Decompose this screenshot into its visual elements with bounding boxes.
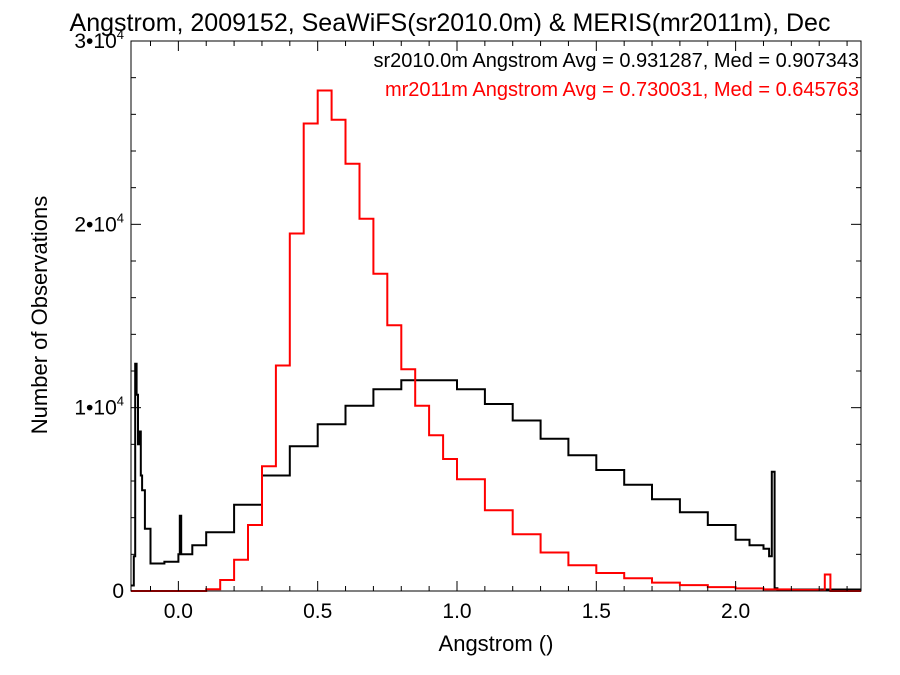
x-tick-label: 2.0	[721, 600, 750, 623]
series-layer	[131, 89, 861, 592]
x-tick-label: 0.5	[303, 600, 332, 623]
series-line-mr2011m	[131, 89, 861, 592]
x-tick-label: 1.5	[582, 600, 611, 623]
y-tick-label: 3•104	[74, 27, 124, 53]
legend-entry-sr2010: sr2010.0m Angstrom Avg = 0.931287, Med =…	[373, 50, 859, 72]
plot-frame	[130, 40, 862, 592]
chart-title: Angstrom, 2009152, SeaWiFS(sr2010.0m) & …	[70, 9, 831, 37]
legend-entry-mr2011m: mr2011m Angstrom Avg = 0.730031, Med = 0…	[385, 79, 859, 101]
y-axis-label: Number of Observations	[27, 196, 52, 434]
y-tick-label: 1•104	[74, 394, 124, 420]
x-axis-label: Angstrom ()	[439, 631, 554, 656]
y-tick-label: 2•104	[74, 210, 124, 236]
axes-layer: 0.0 0.5 1.0 1.5 2.0 0 1•104 2•104 3•104	[74, 27, 862, 623]
y-tick-label: 0	[112, 580, 124, 603]
x-tick-label: 0.0	[164, 600, 193, 623]
x-tick-label: 1.0	[442, 600, 471, 623]
series-line-sr2010.0m	[131, 362, 861, 591]
